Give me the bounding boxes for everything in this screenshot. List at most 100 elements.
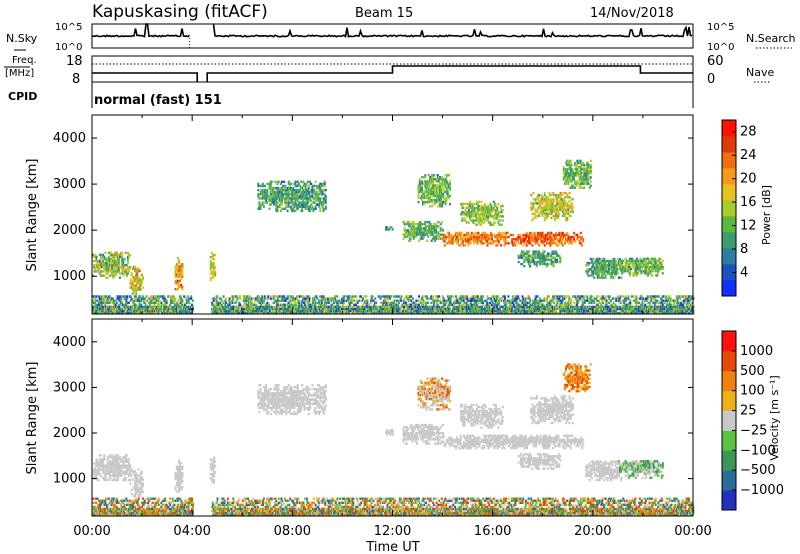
scatter-cell [553,218,556,222]
scatter-cell [621,261,624,265]
scatter-cell [540,194,543,197]
scatter-cell [126,257,129,261]
scatter-cell [117,259,120,263]
scatter-cell [324,199,327,202]
scatter-cell [432,182,435,185]
scatter-cell [112,264,115,267]
scatter-cell [382,307,385,311]
scatter-cell [470,238,473,241]
scatter-cell [532,202,535,205]
scatter-cell [106,299,109,302]
scatter-cell [568,242,571,245]
scatter-cell [605,266,608,269]
scatter-cell [553,204,556,207]
scatter-cell [525,231,528,235]
scatter-cell [318,199,321,202]
scatter-cell [456,299,459,302]
scatter-cell [542,235,545,239]
scatter-cell [640,272,643,275]
scatter-cell [311,184,314,188]
scatter-cell [300,197,303,200]
scatter-cell [562,208,565,211]
scatter-cell [322,209,325,213]
scatter-cell [447,231,450,235]
scatter-cell [551,208,554,211]
scatter-cell [448,194,450,198]
scatter-cell [314,193,317,196]
scatter-cell [451,242,454,245]
scatter-cell [313,297,316,300]
scatter-cell [464,219,467,222]
scatter-cell [461,204,464,208]
scatter-cell [633,274,636,277]
scatter-cell [351,295,354,298]
scatter-cell [429,188,432,191]
scatter-cell [481,209,484,212]
scatter-cell [122,274,125,277]
scatter-cell [552,260,555,264]
scatter-cell [489,204,492,208]
scatter-cell [535,235,538,239]
scatter-cell [470,231,473,235]
scatter-cell [460,242,463,245]
scatter-cell [149,295,152,298]
scatter-cell [417,196,420,200]
scatter-cell [416,233,418,236]
scatter-cell [566,238,569,241]
scatter-cell [548,208,551,211]
scatter-cell [178,269,180,272]
scatter-cell [411,297,414,300]
scatter-cell [319,197,322,200]
scatter-cell [420,229,423,232]
scatter-cell [323,199,326,202]
scatter-cell [382,305,385,309]
scatter-cell [154,299,157,302]
scatter-cell [408,225,411,228]
scatter-cell [436,194,439,198]
scatter-cell [420,227,423,230]
scatter-cell [476,242,479,245]
scatter-cell [431,200,434,204]
scatter-cell [308,205,310,208]
scatter-cell [534,198,537,201]
scatter-cell [416,223,418,226]
scatter-cell [412,229,415,232]
scatter-cell [496,244,499,247]
scatter-cell [178,281,180,285]
nave-tick-top: 60 [707,54,724,69]
scatter-cell [425,200,428,204]
scatter-cell [292,299,295,302]
scatter-cell [116,268,119,271]
scatter-cell [351,299,354,302]
scatter-cell [280,207,283,210]
scatter-cell [213,266,216,269]
scatter-cell [110,257,112,261]
scatter-cell [479,233,482,237]
scatter-cell [445,182,448,185]
scatter-cell [430,233,433,236]
scatter-cell [514,238,517,241]
scatter-cell [117,253,120,257]
scatter-cell [529,231,532,235]
scatter-cell [463,217,466,220]
scatter-cell [305,197,308,200]
scatter-cell [361,297,364,300]
scatter-cell [318,193,321,196]
scatter-cell [543,208,546,211]
scatter-cell [569,240,572,243]
scatter-cell [430,227,433,230]
scatter-cell [420,194,423,198]
scatter-cell [327,299,330,302]
scatter-cell [521,238,524,241]
nsky-label: N.Sky [6,32,38,45]
scatter-cell [137,282,140,285]
scatter-cell [560,194,563,197]
scatter-cell [558,238,561,241]
scatter-cell [314,205,317,208]
scatter-cell [324,307,327,311]
scatter-cell [484,211,487,214]
scatter-cell [231,295,234,298]
scatter-cell [397,299,399,302]
scatter-cell [268,186,271,190]
scatter-cell [411,235,414,238]
